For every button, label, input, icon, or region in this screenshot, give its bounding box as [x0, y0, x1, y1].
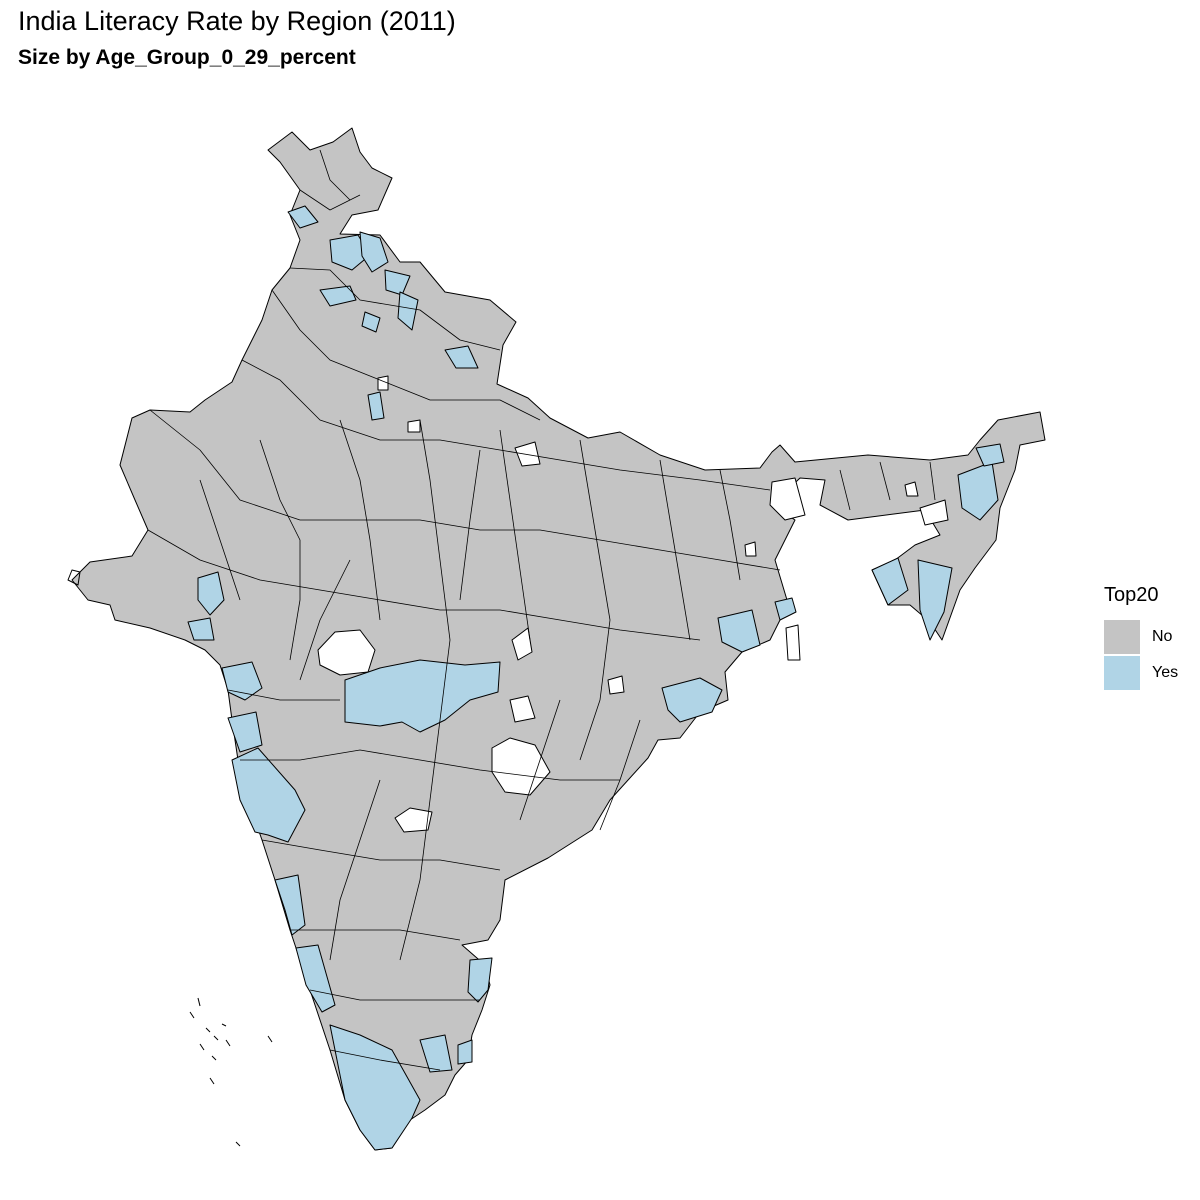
region-yes-tn-2 [457, 1039, 473, 1065]
region-mainland [71, 127, 1046, 1151]
region-yes-maharashtra-coast [227, 711, 263, 753]
region-yes-north-5 [397, 291, 419, 331]
island-11 [221, 1023, 227, 1027]
island-3 [205, 1027, 211, 1033]
island-12 [67, 569, 81, 586]
region-yes-north-2 [359, 231, 389, 273]
region-yes-tripura [871, 557, 909, 606]
region-yes-bengal [717, 609, 761, 653]
island-9 [209, 1077, 215, 1085]
legend-label-no: No [1152, 628, 1173, 645]
region-na-2 [491, 737, 551, 796]
region-yes-up [367, 391, 385, 421]
region-yes-konkan [231, 747, 306, 843]
region-yes-kerala [329, 1024, 421, 1151]
region-na-13 [904, 481, 919, 497]
region-yes-odisha [661, 677, 723, 723]
island-6 [211, 1055, 217, 1061]
legend-swatch-no [1104, 620, 1140, 654]
island-2 [189, 1011, 195, 1019]
island-13 [785, 624, 801, 661]
region-yes-gujarat-2 [187, 617, 215, 641]
region-yes-nagaland [975, 443, 1005, 467]
island-5 [199, 1043, 205, 1051]
region-na-3 [509, 695, 536, 723]
region-na-1 [317, 629, 376, 676]
region-yes-himachal [287, 205, 319, 229]
chart-subtitle: Size by Age_Group_0_29_percent [18, 46, 356, 69]
region-yes-maharashtra-central [344, 659, 501, 733]
region-yes-karnataka-coast [295, 944, 336, 1013]
region-na-9 [407, 419, 421, 433]
island-10 [235, 1141, 241, 1147]
legend-swatch-yes [1104, 656, 1140, 690]
region-na-7 [607, 675, 625, 695]
legend: Top20 No Yes [1104, 584, 1178, 691]
island-7 [225, 1039, 231, 1047]
region-yes-bengal-delta [774, 597, 797, 621]
region-yes-north-1 [329, 234, 371, 271]
island-8 [267, 1035, 273, 1043]
region-na-6 [514, 441, 541, 467]
region-yes-gujarat-1 [197, 571, 225, 616]
legend-item-no: No [1104, 619, 1178, 655]
legend-item-yes: Yes [1104, 655, 1178, 691]
region-yes-mizoram [917, 559, 953, 641]
region-na-10 [744, 541, 757, 557]
region-na-8 [377, 375, 389, 391]
island-4 [213, 1035, 219, 1041]
region-na-5 [394, 807, 433, 833]
region-na-12 [919, 499, 949, 526]
region-yes-uttarakhand [444, 345, 479, 369]
region-yes-north-6 [361, 311, 381, 333]
region-na-11 [769, 477, 806, 521]
region-yes-north-3 [319, 285, 357, 307]
chart-title: India Literacy Rate by Region (2011) [18, 6, 456, 36]
legend-title: Top20 [1104, 584, 1159, 606]
region-yes-andhra-coast [467, 957, 493, 1003]
legend-label-yes: Yes [1152, 664, 1179, 681]
region-na-4 [511, 627, 533, 661]
districts-layer [67, 127, 1046, 1151]
island-1 [197, 997, 201, 1007]
region-yes-tn-1 [419, 1034, 453, 1073]
